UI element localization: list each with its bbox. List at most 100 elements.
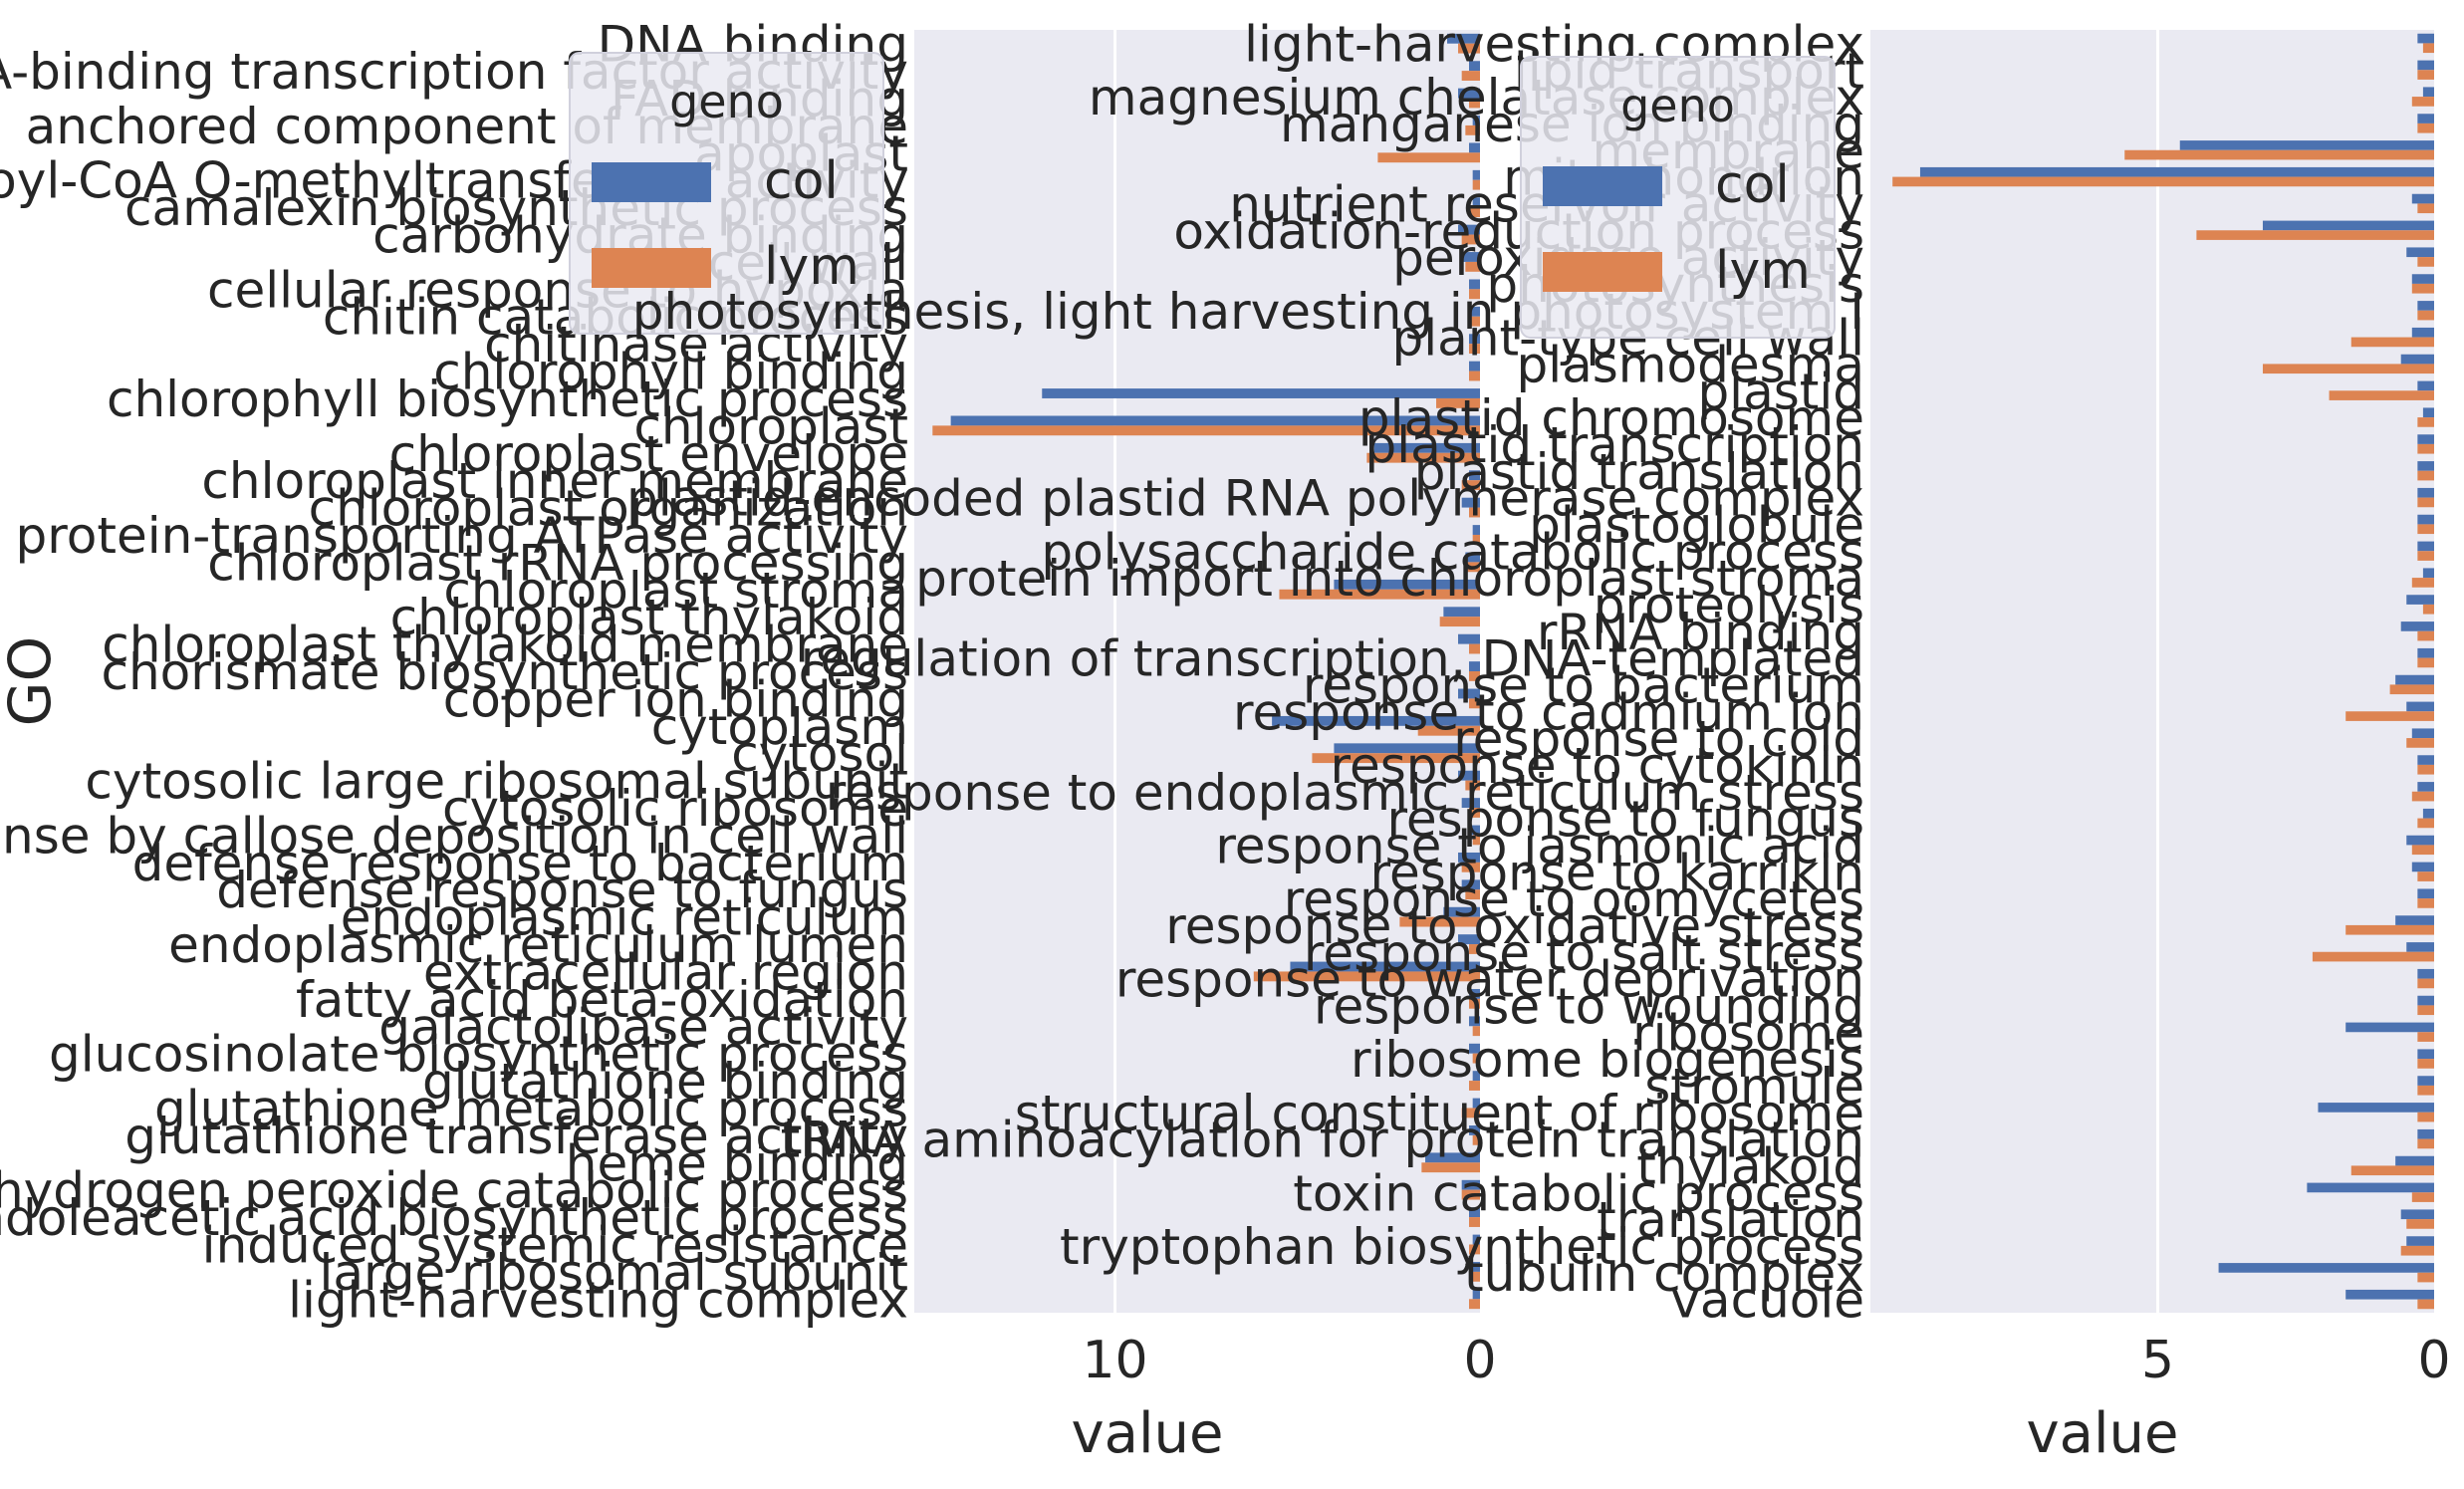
y-tick-label: toxin catabolic process bbox=[1293, 1164, 1864, 1222]
bar-col bbox=[2400, 354, 2434, 365]
bar-lym bbox=[2417, 871, 2434, 881]
bar-lym bbox=[1469, 289, 1480, 300]
y-tick-label: glutathione transferase activity bbox=[124, 1108, 908, 1165]
bar-lym bbox=[1366, 452, 1480, 463]
bar-lym bbox=[1279, 589, 1480, 600]
y-tick-label: response to cold bbox=[1453, 710, 1864, 768]
y-tick-label: chloroplast thylakoid bbox=[390, 589, 908, 646]
bar-col bbox=[1443, 906, 1480, 917]
x-tick-label: 0 bbox=[1463, 1331, 1496, 1390]
bar-lym bbox=[2389, 684, 2434, 695]
bar-lym bbox=[1472, 1134, 1480, 1145]
bar-lym bbox=[1469, 1299, 1480, 1310]
bar-col bbox=[2307, 1182, 2434, 1193]
bar-col bbox=[1469, 1207, 1480, 1218]
bar-lym bbox=[2411, 845, 2434, 856]
x-tick-label: 5 bbox=[2141, 1331, 2174, 1390]
bar-col bbox=[2411, 327, 2434, 338]
bar-lym bbox=[1472, 1271, 1480, 1282]
bar-lym bbox=[1472, 1026, 1480, 1037]
y-tick-label: large ribosomal subunit bbox=[319, 1244, 908, 1302]
y-tick-label: glutathione metabolic process bbox=[154, 1080, 908, 1137]
bar-col bbox=[1469, 1016, 1480, 1027]
bar-lym bbox=[1892, 176, 2434, 187]
y-tick-label: glutathione binding bbox=[422, 1053, 908, 1111]
bar-lym bbox=[2417, 1272, 2434, 1283]
bar-col bbox=[2417, 114, 2434, 124]
bar-lym bbox=[2417, 1299, 2434, 1310]
bar-lym bbox=[1461, 862, 1480, 872]
bar-col bbox=[1461, 252, 1480, 262]
legend: geno col lym bbox=[569, 52, 884, 335]
bar-col bbox=[1458, 770, 1480, 781]
bar-col bbox=[1272, 715, 1480, 726]
bar-lym bbox=[2422, 604, 2434, 615]
bar-lym bbox=[2312, 951, 2434, 962]
bar-col bbox=[2417, 461, 2434, 471]
bar-col bbox=[2406, 247, 2434, 258]
bar-col bbox=[2318, 1103, 2434, 1113]
bar-col bbox=[1461, 879, 1480, 890]
y-tick-label: ribosome bbox=[1632, 1004, 1864, 1062]
bar-col bbox=[1469, 142, 1480, 153]
x-axis-title: value bbox=[2027, 1401, 2179, 1466]
bar-lym bbox=[1469, 371, 1480, 381]
y-tick-label: response to wounding bbox=[1314, 977, 1864, 1035]
y-tick-label: chlorophyll biosynthetic process bbox=[107, 371, 908, 428]
y-tick-label: translation bbox=[1597, 1191, 1864, 1249]
y-tick-label: copper ion binding bbox=[443, 670, 908, 728]
x-tick-label: 10 bbox=[1082, 1331, 1147, 1390]
bar-col bbox=[2422, 407, 2434, 418]
bar-col bbox=[2417, 755, 2434, 765]
bar-lym bbox=[2417, 1138, 2434, 1149]
y-tick-label: tubulin complex bbox=[1464, 1245, 1864, 1303]
bar-col bbox=[2417, 888, 2434, 899]
bar-col bbox=[1469, 334, 1480, 345]
bar-col bbox=[1461, 798, 1480, 809]
legend-title: geno bbox=[669, 75, 784, 128]
bar-col bbox=[2417, 995, 2434, 1006]
y-tick-label: response to cadmium ion bbox=[1233, 683, 1864, 741]
bar-lym bbox=[2345, 711, 2434, 721]
bar-lym bbox=[1417, 725, 1480, 736]
bar-col bbox=[1472, 1234, 1480, 1245]
y-tick-label: defense response to bacterium bbox=[132, 835, 908, 892]
bar-col bbox=[2422, 87, 2434, 98]
bar-lym bbox=[1472, 534, 1480, 545]
y-tick-label: regulation of transcription, DNA-templat… bbox=[801, 630, 1864, 688]
bar-lym bbox=[2417, 1005, 2434, 1016]
bar-lym bbox=[1469, 808, 1480, 818]
bar-lym bbox=[1465, 261, 1480, 272]
bar-col bbox=[2411, 728, 2434, 739]
bar-lym bbox=[2417, 1032, 2434, 1042]
bar-lym bbox=[2417, 497, 2434, 508]
y-tick-label: polysaccharide catabolic process bbox=[1041, 523, 1864, 581]
bar-col bbox=[1458, 934, 1480, 945]
legend: geno col lym bbox=[1520, 56, 1836, 339]
bar-lym bbox=[1472, 835, 1480, 846]
y-tick-label: plastid-encoded plastid RNA polymerase c… bbox=[626, 470, 1864, 528]
bar-lym bbox=[1469, 1217, 1480, 1227]
bar-col bbox=[2406, 1236, 2434, 1246]
y-tick-label: chloroplast inner membrane bbox=[201, 452, 908, 510]
y-tick-label: galactolipase activity bbox=[378, 998, 908, 1056]
bar-lym bbox=[1465, 124, 1480, 135]
y-tick-label: cytosolic large ribosomal subunit bbox=[85, 753, 908, 811]
bar-lym bbox=[2417, 257, 2434, 267]
bar-lym bbox=[1465, 780, 1480, 791]
bar-lym bbox=[2417, 70, 2434, 80]
bar-lym bbox=[1469, 98, 1480, 109]
bar-lym bbox=[1469, 698, 1480, 709]
bar-lym bbox=[1421, 1162, 1480, 1173]
y-tick-label: plastid bbox=[1697, 363, 1864, 420]
legend-swatch-col bbox=[1543, 166, 1662, 206]
bar-lym bbox=[1469, 207, 1480, 217]
bar-lym bbox=[2411, 283, 2434, 294]
bar-col bbox=[2417, 1076, 2434, 1086]
y-tick-label: response to oxidative stress bbox=[1165, 897, 1864, 955]
bar-lym bbox=[1439, 617, 1480, 627]
bar-col bbox=[1469, 470, 1480, 481]
bar-col bbox=[1472, 1289, 1480, 1300]
bar-lym bbox=[2422, 43, 2434, 54]
